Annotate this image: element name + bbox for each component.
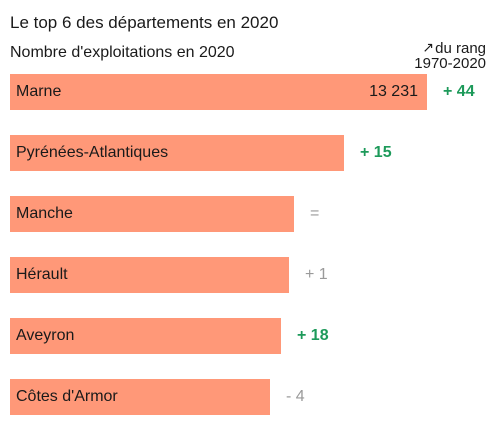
bar-5 (10, 379, 270, 415)
bar-4 (10, 318, 281, 354)
bar-label: Aveyron (16, 327, 75, 344)
rank-change-label: + 15 (360, 144, 392, 161)
bar-label: Manche (16, 205, 73, 222)
rank-change-label: = (310, 205, 320, 222)
bar-3 (10, 257, 289, 293)
bar-1 (10, 135, 344, 171)
bar-label: Côtes d'Armor (16, 388, 118, 405)
chart-subtitle: Nombre d'exploitations en 2020 (10, 44, 235, 61)
rank-header-line-2: 1970-2020 (414, 55, 486, 72)
bar-0 (10, 74, 427, 110)
bar-2 (10, 196, 294, 232)
rank-change-label: + 18 (297, 327, 329, 344)
bar-label: Marne (16, 83, 62, 100)
chart-title: Le top 6 des départements en 2020 (10, 13, 279, 32)
rank-change-label: + 1 (305, 266, 328, 283)
bar-label: Hérault (16, 266, 68, 283)
rank-header-line-1: du rang (435, 40, 486, 57)
rank-change-label: + 44 (443, 83, 475, 100)
bar-value-label: 13 231 (369, 83, 418, 100)
rank-arrow-icon: ↗ (422, 39, 434, 55)
rank-change-header: ↗ du rang 1970-2020 (414, 39, 486, 72)
rank-change-label: - 4 (286, 388, 305, 405)
bar-label: Pyrénées-Atlantiques (16, 144, 169, 161)
